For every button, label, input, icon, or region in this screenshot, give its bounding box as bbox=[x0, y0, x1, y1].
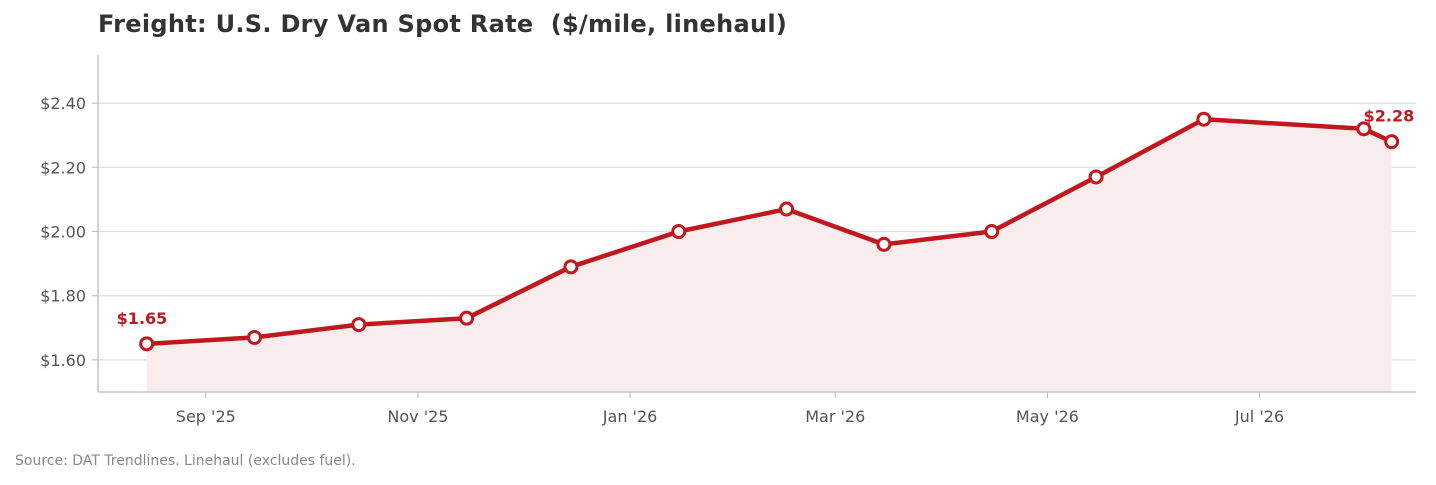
data-point bbox=[876, 236, 892, 252]
y-tick-label: $1.80 bbox=[40, 287, 86, 306]
y-tick-label: $1.60 bbox=[40, 351, 86, 370]
y-tick-label: $2.20 bbox=[40, 158, 86, 177]
x-tick-label: Nov '25 bbox=[387, 407, 448, 426]
axes bbox=[97, 55, 1416, 393]
area-fill bbox=[146, 119, 1392, 392]
chart-title: Freight: U.S. Dry Van Spot Rate ($/mile,… bbox=[98, 10, 788, 38]
data-point bbox=[1356, 121, 1372, 137]
data-point bbox=[1196, 111, 1212, 127]
data-point bbox=[671, 224, 687, 240]
data-point bbox=[351, 317, 367, 333]
data-point bbox=[779, 201, 795, 217]
data-point bbox=[984, 224, 1000, 240]
y-axis-ticks: $1.60 $1.80 $2.00 $2.20 $2.40 bbox=[40, 94, 98, 370]
data-point bbox=[563, 259, 579, 275]
data-point bbox=[459, 310, 475, 326]
x-axis-ticks: Sep '25 Nov '25 Jan '26 Mar '26 May '26 Jul '… bbox=[176, 392, 1284, 426]
x-tick-label: Mar '26 bbox=[805, 407, 865, 426]
y-tick-label: $2.00 bbox=[40, 223, 86, 242]
data-point bbox=[1384, 134, 1400, 150]
source-note: Source: DAT Trendlines. Linehaul (exclud… bbox=[15, 453, 356, 469]
data-points bbox=[139, 111, 1400, 352]
x-tick-label: Sep '25 bbox=[176, 407, 236, 426]
x-tick-label: Jan '26 bbox=[602, 407, 658, 426]
data-label: $2.28 bbox=[1364, 107, 1415, 126]
x-tick-label: Jul '26 bbox=[1234, 407, 1284, 426]
data-labels: $1.65 $2.28 bbox=[117, 107, 1415, 328]
data-label: $1.65 bbox=[117, 309, 168, 328]
data-point bbox=[246, 329, 262, 345]
y-tick-label: $2.40 bbox=[40, 94, 86, 113]
x-tick-label: May '26 bbox=[1016, 407, 1079, 426]
data-point bbox=[139, 336, 155, 352]
data-point bbox=[1088, 169, 1104, 185]
